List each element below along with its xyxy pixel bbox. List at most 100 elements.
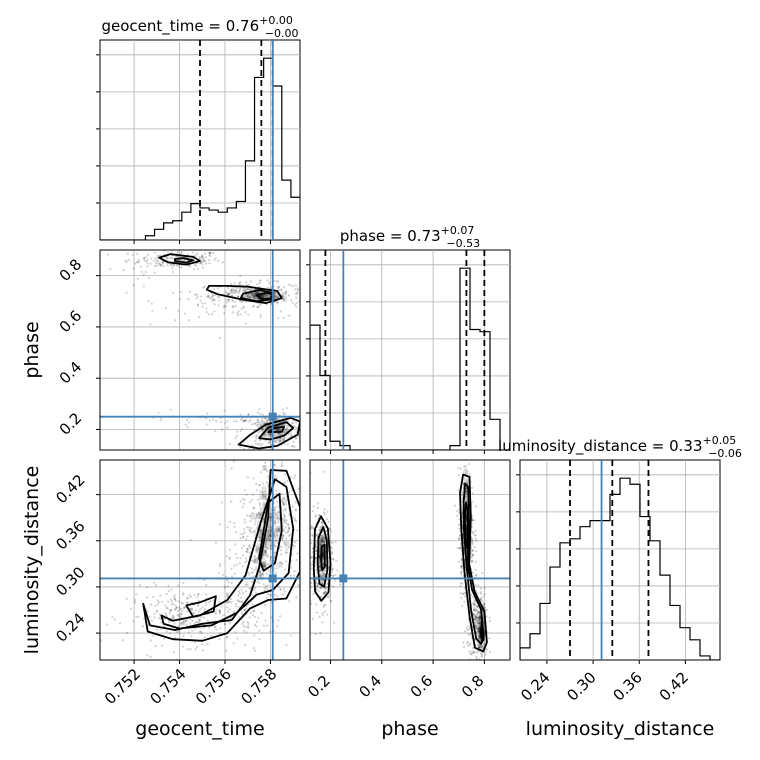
sample-point bbox=[314, 557, 317, 560]
sample-point bbox=[289, 284, 292, 287]
sample-point bbox=[264, 603, 267, 607]
density-cell bbox=[246, 295, 252, 302]
sample-point bbox=[264, 417, 267, 420]
sample-point bbox=[201, 305, 204, 308]
sample-point bbox=[454, 504, 457, 507]
sample-point bbox=[202, 616, 205, 619]
sample-point bbox=[275, 434, 278, 437]
sample-point bbox=[170, 588, 173, 591]
sample-point bbox=[329, 584, 332, 587]
sample-point bbox=[478, 616, 481, 619]
density-cell bbox=[264, 543, 270, 550]
sample-point bbox=[310, 555, 313, 559]
sample-point bbox=[166, 251, 170, 254]
sample-point bbox=[135, 615, 138, 619]
density-cell bbox=[477, 636, 483, 643]
sample-point bbox=[196, 295, 199, 298]
density-cell bbox=[320, 548, 326, 555]
density-cell bbox=[280, 517, 286, 524]
sample-point bbox=[193, 593, 196, 597]
sample-point bbox=[189, 648, 192, 651]
sample-point bbox=[199, 261, 202, 264]
density-cell bbox=[464, 517, 470, 524]
sample-point bbox=[255, 482, 258, 486]
sample-point bbox=[316, 533, 319, 536]
sample-point bbox=[286, 427, 289, 430]
sample-point bbox=[478, 627, 481, 630]
sample-point bbox=[276, 296, 279, 299]
sample-point bbox=[471, 549, 474, 552]
sample-point bbox=[325, 587, 328, 590]
density-cell bbox=[276, 293, 282, 300]
sample-point bbox=[159, 594, 162, 597]
sample-point bbox=[470, 486, 474, 490]
sample-point bbox=[472, 608, 475, 612]
sample-point bbox=[208, 259, 211, 262]
density-cell bbox=[267, 525, 273, 532]
panel-frame bbox=[99, 249, 301, 451]
density-cell bbox=[480, 612, 486, 619]
density-cell bbox=[253, 556, 259, 563]
sample-point bbox=[242, 502, 245, 505]
sample-point bbox=[209, 251, 212, 254]
sample-point bbox=[321, 574, 324, 577]
sample-point bbox=[281, 536, 284, 540]
sample-point bbox=[159, 628, 162, 631]
contour bbox=[258, 492, 283, 572]
sample-point bbox=[194, 609, 198, 612]
sample-point bbox=[263, 564, 266, 568]
sample-point bbox=[316, 584, 319, 587]
sample-point bbox=[459, 592, 462, 595]
histogram-step-line bbox=[310, 267, 510, 450]
sample-point bbox=[258, 407, 261, 411]
sample-point bbox=[330, 530, 333, 533]
density-cell bbox=[273, 427, 279, 434]
density-cell bbox=[259, 293, 265, 299]
contour bbox=[174, 257, 195, 264]
sample-point bbox=[461, 592, 464, 595]
sample-point bbox=[285, 407, 288, 410]
density-cell bbox=[464, 494, 470, 500]
sample-point bbox=[244, 295, 247, 298]
sample-point bbox=[195, 621, 198, 624]
sample-point bbox=[130, 607, 133, 611]
density-cell bbox=[258, 536, 264, 543]
sample-point bbox=[322, 563, 325, 566]
sample-point bbox=[327, 596, 330, 599]
sample-point bbox=[269, 538, 272, 542]
sample-point bbox=[258, 513, 261, 516]
sample-point bbox=[262, 564, 265, 567]
density-cell bbox=[277, 561, 283, 568]
sample-point bbox=[152, 634, 155, 637]
sample-point bbox=[330, 600, 333, 603]
sample-point bbox=[476, 616, 479, 620]
density-cell bbox=[268, 288, 274, 295]
sample-point bbox=[132, 267, 135, 270]
sample-point bbox=[253, 297, 256, 300]
sample-point bbox=[243, 608, 246, 612]
sample-point bbox=[269, 533, 272, 536]
sample-point bbox=[248, 447, 251, 450]
sample-point bbox=[233, 420, 236, 423]
sample-point bbox=[276, 595, 279, 598]
sample-point bbox=[259, 513, 263, 516]
sample-point bbox=[259, 302, 262, 305]
sample-point bbox=[216, 296, 219, 299]
sample-point bbox=[317, 584, 320, 588]
sample-point bbox=[249, 280, 252, 283]
sample-point bbox=[477, 634, 480, 637]
sample-point bbox=[291, 445, 294, 448]
sample-point bbox=[186, 619, 189, 622]
sample-point bbox=[282, 528, 285, 531]
density-cell bbox=[249, 513, 255, 520]
sample-point bbox=[257, 616, 260, 619]
sample-point bbox=[218, 611, 222, 614]
sample-point bbox=[481, 645, 484, 648]
sample-point bbox=[319, 527, 322, 530]
density-cell bbox=[266, 516, 272, 523]
sample-point bbox=[253, 507, 256, 510]
sample-point bbox=[476, 627, 479, 631]
sample-point bbox=[167, 584, 170, 587]
sample-point bbox=[238, 600, 242, 603]
sample-point bbox=[183, 606, 186, 609]
